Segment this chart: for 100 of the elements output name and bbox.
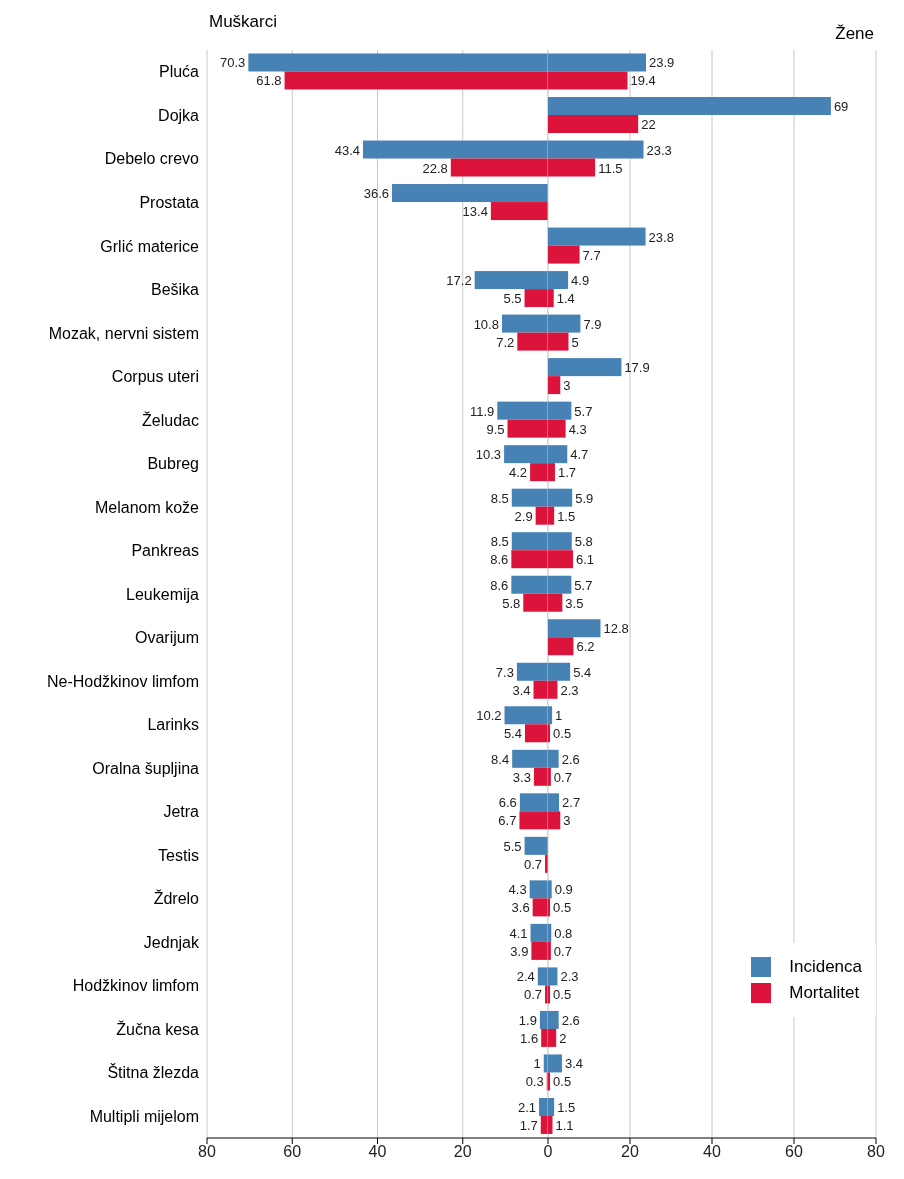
y-tick-label: Melanom kože bbox=[94, 498, 200, 516]
data-label: 7.3 bbox=[495, 664, 514, 680]
data-label: 0.5 bbox=[553, 900, 572, 916]
data-label: 2 bbox=[559, 1030, 567, 1046]
y-tick-label: Prostata bbox=[139, 194, 200, 211]
data-label: 0.3 bbox=[525, 1074, 544, 1090]
data-label: 0.7 bbox=[523, 987, 543, 1003]
data-label: 8.4 bbox=[491, 751, 510, 767]
data-label: 1.1 bbox=[555, 1117, 574, 1133]
data-label: 11.9 bbox=[469, 403, 495, 419]
data-label: 1 bbox=[533, 1056, 541, 1072]
data-label: 7.7 bbox=[582, 247, 601, 263]
y-tick-label: Testis bbox=[158, 846, 199, 864]
data-label: 1.6 bbox=[520, 1030, 539, 1046]
y-tick-label: Pluća bbox=[158, 63, 200, 81]
y-tick-label: Debelo crevo bbox=[104, 150, 200, 168]
data-label: 3.4 bbox=[564, 1056, 584, 1072]
data-label: 4.1 bbox=[509, 925, 528, 941]
data-label: 0.5 bbox=[553, 726, 572, 742]
x-tick-label: 60 bbox=[785, 1143, 803, 1161]
data-label: 0.5 bbox=[553, 987, 572, 1003]
x-tick-label: 20 bbox=[621, 1143, 639, 1161]
y-tick-label: Ne-Hodžkinov limfom bbox=[46, 672, 199, 690]
data-label: 8.5 bbox=[490, 534, 509, 550]
data-label: 1.5 bbox=[557, 1099, 576, 1115]
data-label: 5.8 bbox=[502, 595, 521, 611]
data-label: 0.7 bbox=[523, 856, 543, 872]
data-label: 43.4 bbox=[334, 142, 361, 158]
legend-label: Mortalitet bbox=[789, 983, 860, 1003]
data-label: 23.9 bbox=[648, 55, 675, 71]
y-tick-label: Oralna šupljina bbox=[92, 759, 200, 777]
y-tick-label: Corpus uteri bbox=[111, 368, 199, 386]
x-tick-label: 60 bbox=[283, 1143, 302, 1161]
data-label: 5.4 bbox=[573, 664, 592, 680]
data-label: 13.4 bbox=[462, 204, 488, 220]
data-label: 1.7 bbox=[519, 1117, 538, 1133]
data-label: 0.7 bbox=[553, 943, 572, 959]
data-label: 8.6 bbox=[490, 552, 509, 568]
data-label: 3.9 bbox=[510, 943, 529, 959]
data-label: 3.3 bbox=[512, 769, 531, 785]
y-tick-label: Želudac bbox=[142, 410, 199, 429]
data-label: 1.5 bbox=[557, 508, 576, 524]
data-label: 5.4 bbox=[503, 726, 522, 742]
data-label: 23.8 bbox=[648, 229, 674, 245]
data-label: 3.4 bbox=[512, 682, 531, 698]
y-tick-label: Leukemija bbox=[126, 585, 200, 603]
data-label: 1.9 bbox=[518, 1012, 537, 1028]
chart-title: Muškarci bbox=[209, 12, 278, 32]
data-label: 22 bbox=[641, 117, 656, 132]
data-label: 2.3 bbox=[560, 969, 579, 985]
data-label: 4.3 bbox=[508, 882, 527, 898]
y-tick-label: Grlić materice bbox=[100, 237, 200, 255]
data-label: 0.5 bbox=[553, 1074, 572, 1090]
data-label: 2.6 bbox=[561, 1012, 580, 1028]
data-label: 4.9 bbox=[571, 273, 590, 289]
data-label: 5.5 bbox=[503, 291, 522, 307]
data-label: 2.7 bbox=[562, 795, 581, 811]
x-tick-label: 20 bbox=[453, 1143, 472, 1161]
legend-label: Incidenca bbox=[789, 957, 862, 977]
data-label: 5.8 bbox=[574, 534, 593, 550]
data-label: 11.5 bbox=[598, 160, 623, 176]
data-label: 3.6 bbox=[511, 900, 530, 916]
data-label: 4.3 bbox=[568, 421, 587, 437]
data-label: 7.9 bbox=[583, 316, 602, 332]
x-tick-label: 80 bbox=[198, 1143, 216, 1161]
y-tick-label: Mozak, nervni sistem bbox=[48, 324, 199, 342]
data-label: 1.7 bbox=[557, 465, 577, 481]
data-label: 22.8 bbox=[422, 160, 448, 176]
data-label: 4.7 bbox=[570, 447, 589, 463]
data-label: 4.2 bbox=[509, 465, 528, 481]
data-label: 61.8 bbox=[256, 73, 282, 89]
data-label: 6.7 bbox=[498, 813, 517, 829]
data-label: 3 bbox=[563, 813, 571, 829]
data-label: 10.8 bbox=[473, 316, 499, 332]
data-label: 17.2 bbox=[446, 273, 472, 289]
y-tick-label: Bešika bbox=[150, 281, 200, 299]
y-tick-label: Bubreg bbox=[147, 455, 199, 473]
y-tick-label: Ždrelo bbox=[153, 889, 200, 908]
y-tick-label: Ovarijum bbox=[134, 629, 199, 647]
data-label: 3.5 bbox=[565, 595, 584, 611]
data-label: 2.1 bbox=[517, 1099, 537, 1115]
data-label: 3 bbox=[563, 378, 571, 394]
y-tick-label: Dojka bbox=[158, 106, 200, 124]
data-label: 2.4 bbox=[516, 969, 535, 985]
data-label: 23.3 bbox=[646, 142, 672, 158]
y-tick-label: Pankreas bbox=[131, 542, 199, 560]
y-tick-label: Larinks bbox=[147, 716, 199, 734]
data-label: 6.2 bbox=[576, 639, 595, 655]
data-label: 6.6 bbox=[498, 795, 517, 811]
data-label: 5.7 bbox=[574, 403, 593, 419]
data-label: 0.9 bbox=[554, 882, 573, 898]
y-tick-label: Multipli mijelom bbox=[89, 1107, 199, 1125]
data-label: 9.5 bbox=[486, 421, 505, 437]
data-label: 5.5 bbox=[503, 838, 522, 854]
data-label: 10.3 bbox=[475, 447, 502, 463]
data-label: 69 bbox=[833, 99, 849, 114]
x-tick-label: 40 bbox=[368, 1143, 387, 1161]
data-label: 0.7 bbox=[553, 769, 572, 785]
data-label: 8.6 bbox=[490, 577, 509, 593]
data-label: 8.5 bbox=[490, 490, 509, 506]
